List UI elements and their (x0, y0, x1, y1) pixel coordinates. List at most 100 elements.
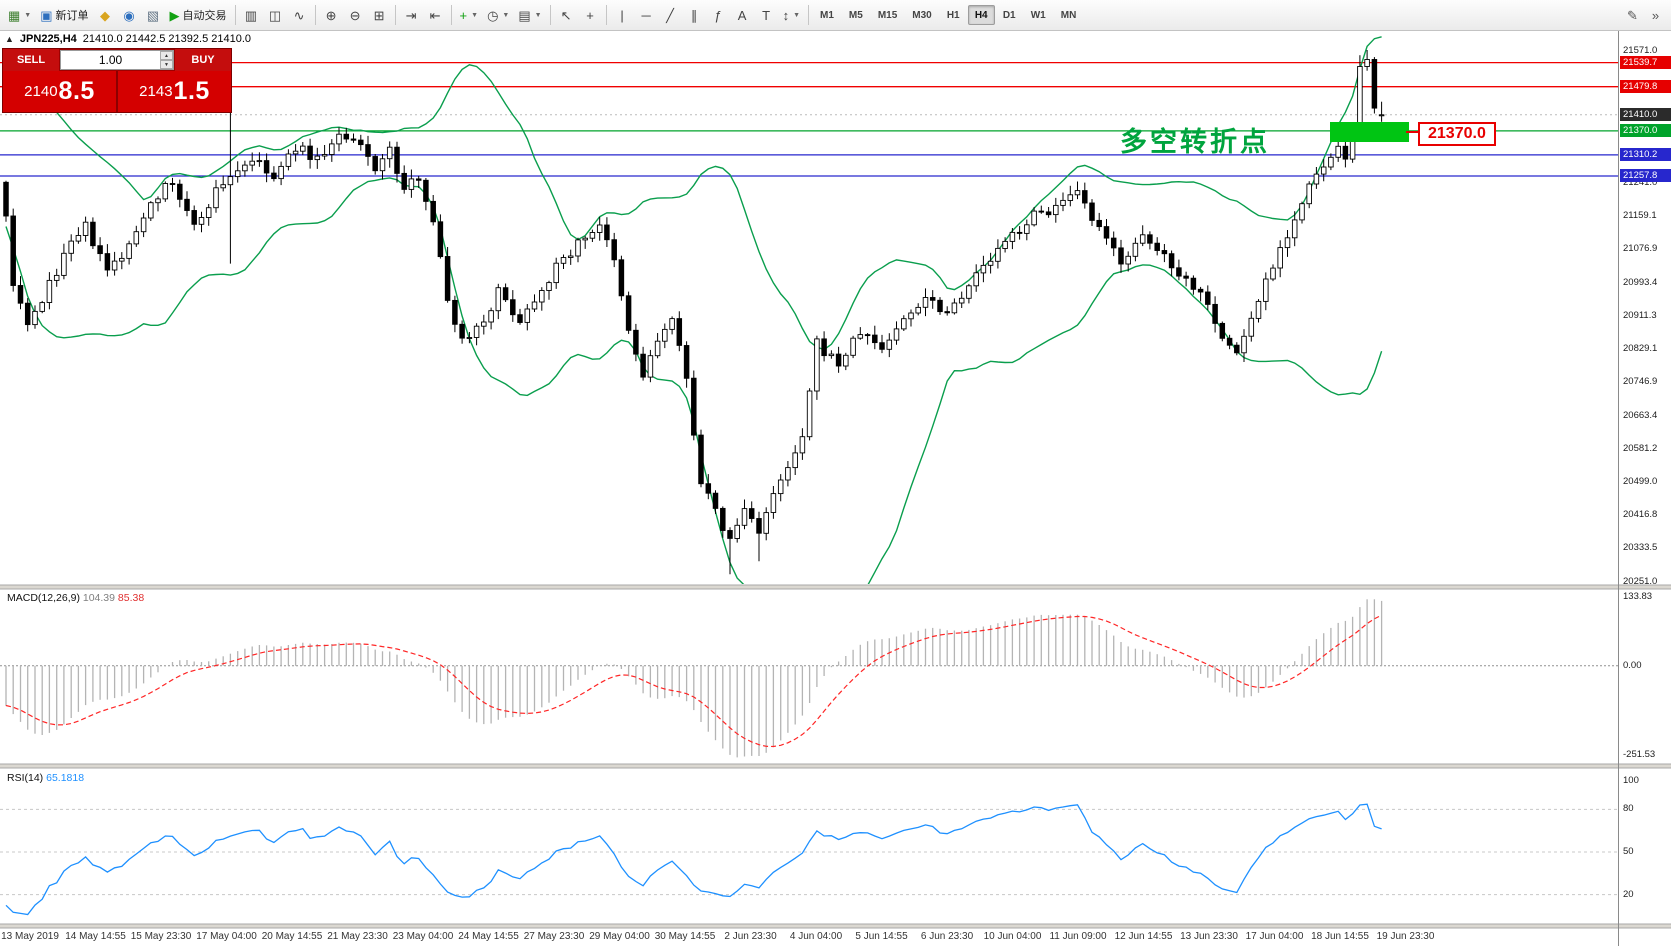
new-chart-button[interactable]: ▦▼ (4, 3, 35, 27)
bar-chart-button[interactable]: ▥ (240, 3, 263, 27)
ask-base: 2143 (139, 83, 172, 100)
strategy-tester-button[interactable]: ▧ (142, 3, 165, 27)
mql-community-icon: ◉ (123, 9, 134, 22)
tile-windows-icon: ⊞ (374, 9, 385, 22)
chart-window[interactable]: ▲ JPN225,H4 21410.0 21442.5 21392.5 2141… (0, 30, 1671, 946)
horizontal-line-icon: ─ (641, 9, 650, 22)
zoom-in-button[interactable]: ⊕ (320, 3, 343, 27)
line-chart-icon: ∿ (294, 9, 305, 22)
line-chart-button[interactable]: ∿ (288, 3, 311, 27)
dropdown-caret-icon: ▼ (793, 12, 800, 19)
chart-shift-button[interactable]: ⇤ (424, 3, 447, 27)
periods-button[interactable]: ◷▼ (483, 3, 513, 27)
dropdown-caret-icon: ▼ (24, 12, 31, 19)
equidistant-channel-button[interactable]: ∥ (683, 3, 706, 27)
zoom-out-button[interactable]: ⊖ (344, 3, 367, 27)
cursor-button[interactable]: ↖ (555, 3, 578, 27)
toolbar-separator (550, 5, 551, 25)
more-button[interactable]: » (1644, 3, 1667, 27)
timeframe-h4[interactable]: H4 (968, 5, 995, 25)
timeframe-m5[interactable]: M5 (842, 5, 870, 25)
timeframe-m30[interactable]: M30 (905, 5, 938, 25)
ask-pips: 1.5 (174, 77, 210, 106)
cursor-icon: ↖ (561, 9, 572, 22)
edit-button[interactable]: ✎ (1621, 3, 1644, 27)
chart-shift-icon: ⇤ (430, 9, 441, 22)
bar-chart-icon: ▥ (245, 9, 257, 22)
metaeditor-button[interactable]: ◆ (94, 3, 117, 27)
fibonacci-button[interactable]: ƒ (707, 3, 730, 27)
dropdown-caret-icon: ▼ (502, 12, 509, 19)
templates-button[interactable]: ▤▼ (514, 3, 545, 27)
crosshair-button[interactable]: + (579, 3, 602, 27)
new-chart-icon: ▦ (8, 9, 20, 22)
toolbar-separator (315, 5, 316, 25)
auto-scroll-button[interactable]: ⇥ (400, 3, 423, 27)
timeframe-m15[interactable]: M15 (871, 5, 904, 25)
new-order-button-label: 新订单 (56, 7, 89, 23)
text-icon: A (738, 9, 747, 22)
buy-button[interactable]: BUY (175, 49, 231, 71)
tile-windows-button[interactable]: ⊞ (368, 3, 391, 27)
vertical-line-icon: | (620, 9, 623, 22)
trendline-button[interactable]: ╱ (659, 3, 682, 27)
toolbar-separator (451, 5, 452, 25)
arrows-icon: ↕ (783, 9, 790, 22)
volume-spinner[interactable]: 1.00 ▲ ▼ (60, 50, 174, 70)
crosshair-icon: + (586, 9, 594, 22)
timeframe-h1[interactable]: H1 (940, 5, 967, 25)
dropdown-caret-icon: ▼ (471, 12, 478, 19)
periods-icon: ◷ (487, 9, 498, 22)
strategy-tester-icon: ▧ (147, 9, 159, 22)
one-click-toggle-icon[interactable]: ▲ (5, 34, 14, 44)
timeframe-m1[interactable]: M1 (813, 5, 841, 25)
metaeditor-icon: ◆ (100, 9, 110, 22)
equidistant-channel-icon: ∥ (691, 9, 698, 22)
toolbar-separator (808, 5, 809, 25)
mql-community-button[interactable]: ◉ (118, 3, 141, 27)
text-label-button[interactable]: T (755, 3, 778, 27)
more-icon: » (1652, 9, 1659, 22)
zoom-in-icon: ⊕ (326, 9, 337, 22)
dropdown-caret-icon: ▼ (535, 12, 542, 19)
arrows-button[interactable]: ↕▼ (779, 3, 804, 27)
zoom-out-icon: ⊖ (350, 9, 361, 22)
bid-base: 2140 (24, 83, 57, 100)
text-label-icon: T (762, 9, 770, 22)
new-order-button[interactable]: ▣ 新订单 (36, 3, 92, 27)
timeframe-d1[interactable]: D1 (996, 5, 1023, 25)
toolbar-separator (606, 5, 607, 25)
volume-value[interactable]: 1.00 (61, 53, 160, 67)
candlestick-chart-button[interactable]: ◫ (264, 3, 287, 27)
text-button[interactable]: A (731, 3, 754, 27)
fibonacci-icon: ƒ (714, 9, 721, 22)
autotrading-button[interactable]: ▶自动交易 (166, 3, 231, 27)
bid-pips: 8.5 (59, 77, 95, 106)
trendline-icon: ╱ (666, 9, 674, 22)
candlestick-chart-icon: ◫ (269, 9, 281, 22)
volume-down-button[interactable]: ▼ (160, 60, 173, 69)
toolbar-separator (235, 5, 236, 25)
indicators-button[interactable]: +▼ (456, 3, 483, 27)
horizontal-line-button[interactable]: ─ (635, 3, 658, 27)
new-order-icon: ▣ (40, 9, 52, 22)
price-callout-label[interactable]: 21370.0 (1418, 122, 1496, 146)
autotrading-icon: ▶ (170, 9, 180, 22)
indicators-icon: + (460, 9, 468, 22)
toolbar-separator (395, 5, 396, 25)
templates-icon: ▤ (518, 9, 530, 22)
autotrading-button-label: 自动交易 (183, 7, 227, 23)
timeframe-mn[interactable]: MN (1054, 5, 1084, 25)
volume-up-button[interactable]: ▲ (160, 51, 173, 60)
sell-button[interactable]: SELL (3, 49, 59, 71)
toolbar-right-group: ✎» (1621, 3, 1667, 27)
auto-scroll-icon: ⇥ (406, 9, 417, 22)
edit-icon: ✎ (1627, 9, 1638, 22)
timeframe-w1[interactable]: W1 (1024, 5, 1053, 25)
vertical-line-button[interactable]: | (611, 3, 634, 27)
highlight-rectangle[interactable] (1330, 122, 1409, 142)
